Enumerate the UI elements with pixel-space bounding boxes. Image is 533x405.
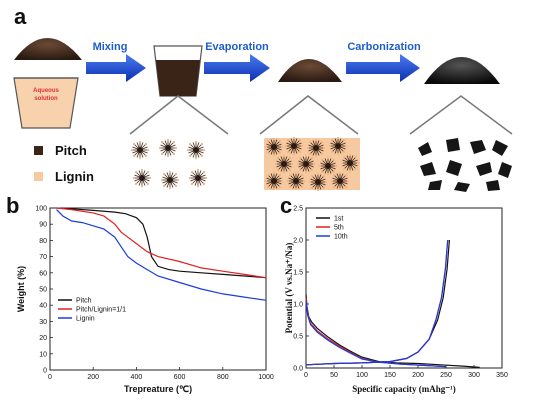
legend-lignin: Lignin xyxy=(34,169,94,184)
carbonized-mound xyxy=(424,57,500,84)
panel-c-x-axis-title: Specific capacity (mAhg⁻¹) xyxy=(352,384,455,394)
panel-a-label: a xyxy=(14,4,27,29)
beaker-text-line2: solution xyxy=(34,96,58,102)
panel-c-label: c xyxy=(280,193,292,218)
panel-c-plot-frame xyxy=(305,207,503,369)
panel-b: b 0 200 400 600 800 1000 0 10 20 30 40 50 60 70 80 90 10… xyxy=(6,193,274,394)
aqueous-beaker: Aqueous solution xyxy=(13,77,79,129)
legend-pitch-swatch xyxy=(34,146,43,155)
series-line-5th xyxy=(305,239,449,366)
mixed-beaker xyxy=(153,45,203,97)
panel-b-series xyxy=(56,207,267,301)
legend-label: 1st xyxy=(334,216,343,223)
panel-b-legend: Pitch Pitch/Lignin=1/1 Lignin xyxy=(58,298,126,323)
x-tick-label: 100 xyxy=(356,372,368,379)
evaporated-mound xyxy=(278,59,342,82)
beaker-text-line1: Aqueous xyxy=(33,88,59,94)
y-tick-label: 80 xyxy=(39,238,47,245)
panel-a: a Aqueous solution Mixing Evaporation Ca… xyxy=(13,4,513,192)
y-tick-label: 30 xyxy=(39,319,47,326)
mixed-microstructure xyxy=(130,138,208,190)
legend-label: 5th xyxy=(334,225,344,232)
step-carbonization-label: Carbonization xyxy=(347,41,421,53)
legend-pitch: Pitch xyxy=(34,143,87,158)
series-line-10th xyxy=(305,239,449,366)
x-tick-label: 250 xyxy=(440,372,452,379)
mixing-arrow: Mixing xyxy=(86,41,146,82)
legend-lignin-swatch xyxy=(34,172,43,181)
legend-label: Pitch xyxy=(76,298,92,305)
carbon-microstructure xyxy=(418,138,512,192)
x-tick-label: 350 xyxy=(496,372,508,379)
evaporated-microstructure xyxy=(264,136,360,192)
panel-c-series xyxy=(305,239,480,368)
legend-label: 10th xyxy=(334,234,348,241)
y-tick-label: 2.0 xyxy=(293,238,303,245)
x-tick-label: 1000 xyxy=(258,374,274,381)
series-line-1st xyxy=(305,239,450,366)
step-evaporation-label: Evaporation xyxy=(205,41,269,53)
panel-c-y-axis-title: Potential (V vs.Na⁺/Na) xyxy=(284,243,294,334)
y-tick-label: 0.0 xyxy=(293,366,303,373)
legend-label: Pitch/Lignin=1/1 xyxy=(76,307,126,314)
x-tick-label: 200 xyxy=(412,372,424,379)
x-tick-label: 50 xyxy=(330,372,338,379)
panel-c-ticks: 0 50 100 150 200 250 300 350 0.0 0.5 1.0 1.5 2.0 2.5 xyxy=(293,206,508,380)
y-tick-label: 70 xyxy=(39,254,47,261)
zoom-lines-evaporated xyxy=(259,95,359,135)
zoom-lines-carbonized xyxy=(409,95,513,135)
legend-label: Lignin xyxy=(76,316,95,323)
x-tick-label: 800 xyxy=(217,374,229,381)
carbonization-arrow: Carbonization xyxy=(346,41,421,82)
y-tick-label: 1.0 xyxy=(293,302,303,309)
y-tick-label: 0.5 xyxy=(293,334,303,341)
panel-b-plot-frame xyxy=(49,207,267,371)
y-tick-label: 40 xyxy=(39,303,47,310)
y-tick-label: 20 xyxy=(39,335,47,342)
x-tick-label: 400 xyxy=(131,374,143,381)
step-mixing-label: Mixing xyxy=(93,41,128,53)
x-tick-label: 150 xyxy=(384,372,396,379)
series-line-10th xyxy=(305,300,447,368)
panel-b-ticks: 0 200 400 600 800 1000 0 10 20 30 40 50 60 70 80 90 100 xyxy=(35,206,274,382)
y-tick-label: 0 xyxy=(43,368,47,375)
series-line-lignin xyxy=(56,209,267,301)
x-tick-label: 300 xyxy=(468,372,480,379)
y-tick-label: 2.5 xyxy=(293,206,303,213)
panel-b-x-axis-title: Trepreature (℃) xyxy=(124,384,192,394)
zoom-lines-mixed xyxy=(129,95,229,135)
panel-b-label: b xyxy=(6,193,19,218)
panel-b-y-axis-title: Weight (%) xyxy=(16,266,26,312)
pitch-powder-mound xyxy=(14,38,82,60)
y-tick-label: 60 xyxy=(39,270,47,277)
series-line-1st xyxy=(305,294,480,368)
evaporation-arrow: Evaporation xyxy=(204,41,270,82)
x-tick-label: 600 xyxy=(174,374,186,381)
y-tick-label: 50 xyxy=(39,287,47,294)
legend-lignin-label: Lignin xyxy=(55,169,94,184)
panel-c: c 0 50 100 150 200 250 300 350 0.0 0.5 1.0 1.5 2.0 2.… xyxy=(280,193,508,394)
y-tick-label: 100 xyxy=(35,206,47,213)
series-line-5th xyxy=(305,297,447,368)
x-tick-label: 0 xyxy=(304,372,308,379)
legend-pitch-label: Pitch xyxy=(55,143,87,158)
series-line-pitch xyxy=(56,207,267,279)
x-tick-label: 0 xyxy=(48,374,52,381)
panel-c-legend: 1st 5th 10th xyxy=(316,216,348,241)
series-line-pitch-lignin-1-1 xyxy=(56,207,267,279)
y-tick-label: 10 xyxy=(39,351,47,358)
y-tick-label: 90 xyxy=(39,222,47,229)
y-tick-label: 1.5 xyxy=(293,270,303,277)
x-tick-label: 200 xyxy=(87,374,99,381)
